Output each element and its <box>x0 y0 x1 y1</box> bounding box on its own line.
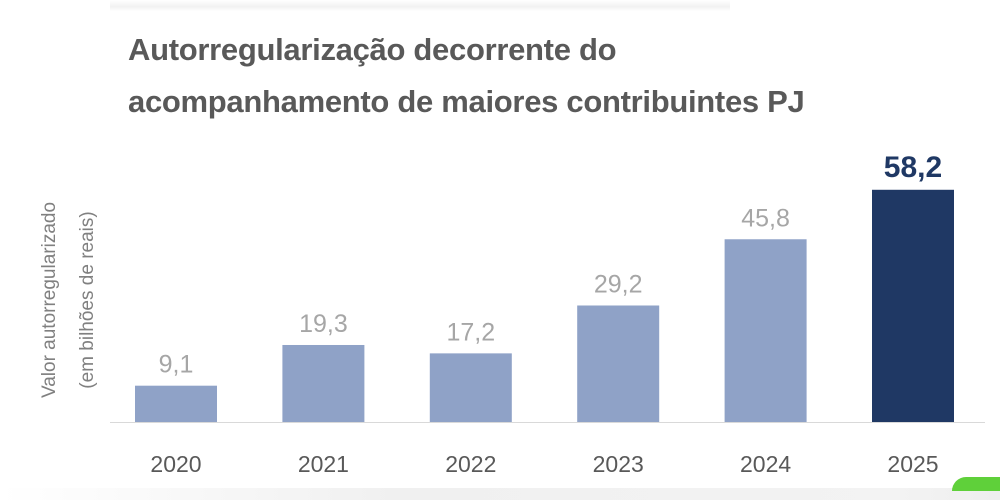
data-label-2021: 19,3 <box>299 310 348 338</box>
x-tick-label-2021: 2021 <box>298 451 349 477</box>
bar-2020 <box>135 385 217 422</box>
bar-2022 <box>429 353 512 422</box>
data-label-2024: 45,8 <box>741 204 790 232</box>
data-label-2020: 9,1 <box>159 351 194 379</box>
x-tick-label-2020: 2020 <box>150 451 201 477</box>
chart-title: Autorregularização decorrente do acompan… <box>128 24 805 128</box>
bar-2021 <box>282 344 365 422</box>
x-tick-label-2023: 2023 <box>593 451 644 477</box>
data-label-2023: 29,2 <box>594 270 643 298</box>
top-fade-band <box>110 0 730 11</box>
bar-2023 <box>577 305 660 422</box>
bar-2025 <box>872 189 954 422</box>
data-label-2022: 17,2 <box>446 318 495 346</box>
data-label-2025: 58,2 <box>884 151 942 184</box>
x-tick-label-2022: 2022 <box>445 451 496 477</box>
chart-title-line-2: acompanhamento de maiores contribuintes … <box>128 84 805 119</box>
chart-title-line-1: Autorregularização decorrente do <box>128 32 617 67</box>
green-decoration <box>952 477 1000 491</box>
bar-2024 <box>724 239 807 422</box>
x-tick-label-2024: 2024 <box>740 451 791 477</box>
x-tick-label-2025: 2025 <box>887 451 938 477</box>
bottom-band <box>0 488 1000 500</box>
